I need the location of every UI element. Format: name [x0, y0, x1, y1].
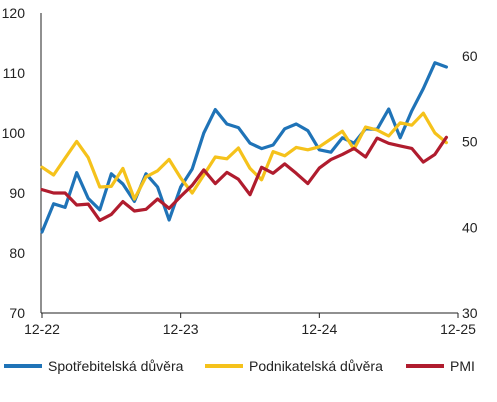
legend: Spotřebitelská důvěra Podnikatelská důvěr… — [4, 358, 475, 374]
y-right-tick-label: 30 — [462, 305, 478, 321]
x-tick-label: 12-24 — [301, 321, 337, 337]
y-left-tick-label: 110 — [3, 65, 26, 81]
legend-label: PMI — [450, 358, 475, 374]
legend-label: Podnikatelská důvěra — [249, 358, 383, 374]
y-left-tick-label: 100 — [2, 125, 26, 141]
y-left-tick-label: 120 — [2, 5, 26, 21]
y-left-tick-labels: 70 80 90 100 110 120 — [2, 5, 26, 321]
y-left-tick-label: 80 — [9, 245, 25, 261]
axes — [40, 13, 458, 314]
series-line-2 — [40, 111, 448, 201]
x-tick-label: 12-23 — [163, 321, 199, 337]
y-left-tick-label: 70 — [9, 305, 25, 321]
series-line-3 — [40, 135, 448, 222]
x-tick-label: 12-22 — [24, 321, 60, 337]
series-lines — [40, 61, 448, 234]
y-right-tick-label: 40 — [462, 219, 478, 235]
x-tick-label: 12-25 — [440, 321, 476, 337]
y-right-tick-labels: 30 40 50 60 — [462, 48, 478, 321]
y-right-tick-label: 60 — [462, 48, 478, 64]
y-left-tick-label: 90 — [9, 185, 25, 201]
legend-label: Spotřebitelská důvěra — [48, 358, 184, 374]
series-line-1 — [40, 61, 448, 234]
x-tick-labels: 12-22 12-23 12-24 12-25 — [24, 313, 476, 337]
y-right-tick-label: 50 — [462, 134, 478, 150]
